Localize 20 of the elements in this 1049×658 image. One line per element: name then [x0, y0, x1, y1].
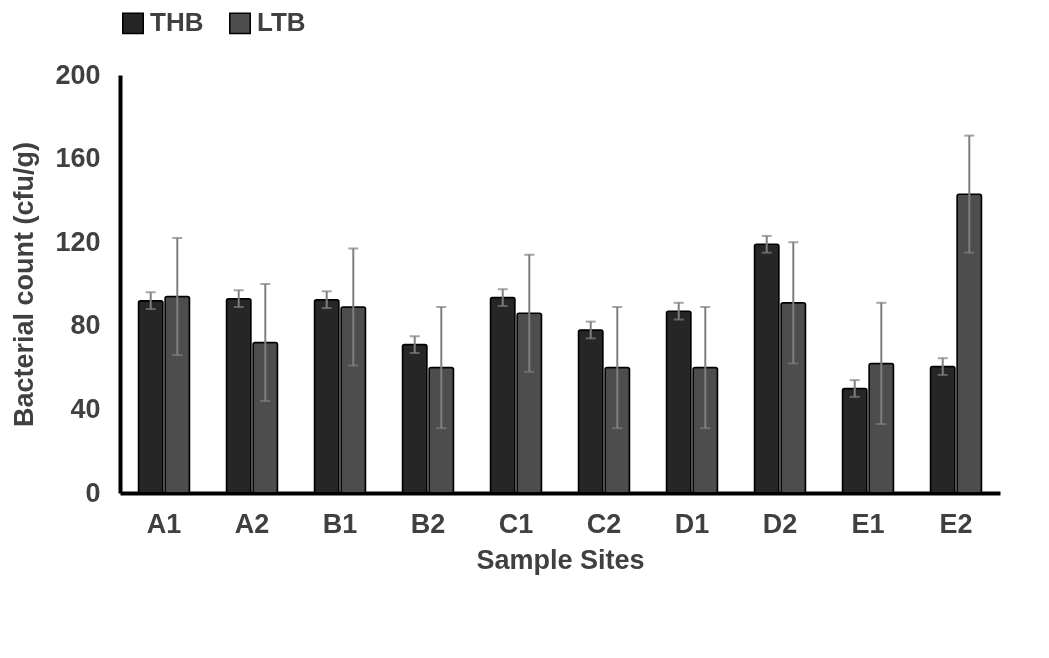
y-tick-label: 200	[55, 59, 101, 90]
x-axis-title: Sample Sites	[476, 544, 645, 575]
x-tick-label: B2	[410, 508, 446, 539]
x-tick-label: A1	[146, 508, 182, 539]
x-tick-label: C1	[498, 508, 534, 539]
y-tick-label: 120	[55, 226, 101, 257]
legend-label: THB	[150, 7, 204, 38]
x-tick-label: D1	[674, 508, 710, 539]
y-tick-label: 40	[70, 393, 101, 424]
y-tick-label: 160	[55, 143, 101, 174]
legend-label: LTB	[257, 7, 306, 38]
x-tick-label: A2	[234, 508, 270, 539]
x-tick-label: E2	[939, 508, 973, 539]
x-tick-label: C2	[586, 508, 622, 539]
x-tick-label: E1	[851, 508, 885, 539]
y-axis-title: Bacterial count (cfu/g)	[9, 141, 40, 428]
x-tick-label: D2	[762, 508, 798, 539]
y-tick-label: 80	[70, 310, 101, 341]
x-tick-label: B1	[322, 508, 358, 539]
y-tick-label: 0	[85, 477, 101, 508]
